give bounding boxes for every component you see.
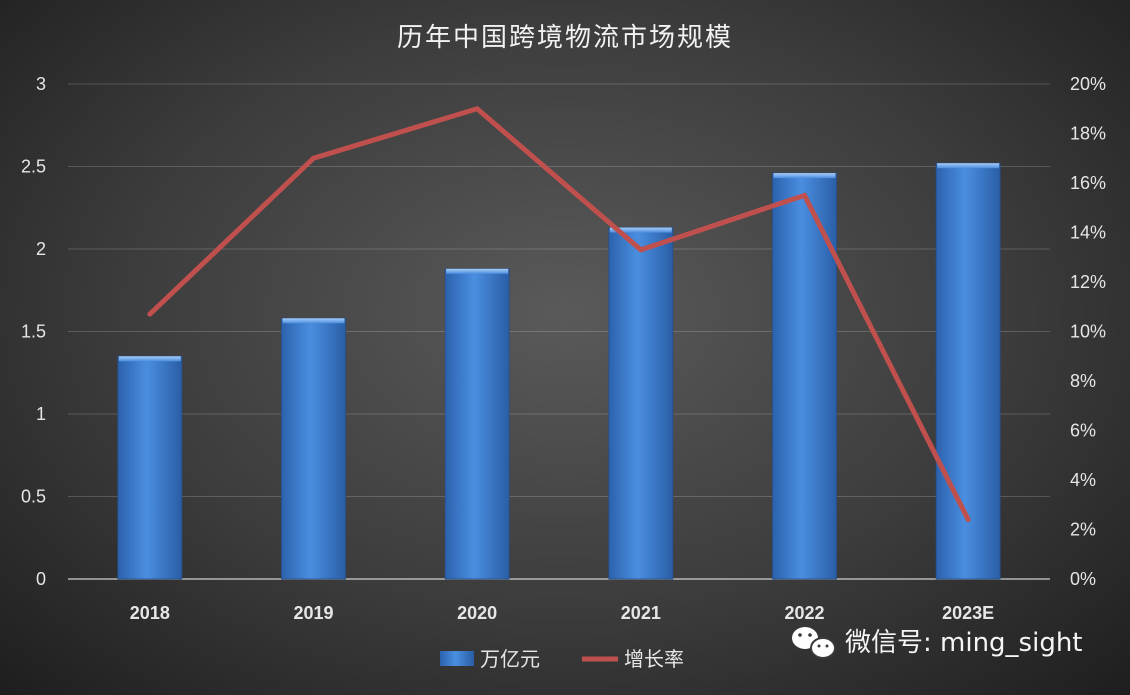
- y-tick-label: 2: [36, 239, 46, 259]
- bar: [608, 227, 674, 580]
- wechat-icon: [792, 627, 836, 659]
- grid-lines: [68, 83, 1050, 580]
- bar: [281, 317, 346, 580]
- y2-tick-label: 8%: [1070, 371, 1096, 391]
- bar-series: [117, 162, 1001, 580]
- y2-tick-label: 2%: [1070, 520, 1096, 540]
- bar-highlight: [446, 268, 509, 274]
- y-tick-label: 3: [36, 74, 46, 94]
- right-axis-ticks: 0% 2% 4% 6% 8% 10% 12% 14% 16% 18% 20%: [1070, 74, 1106, 589]
- legend-swatch-bar: [440, 651, 474, 666]
- watermark: 微信号: ming_sight: [792, 627, 1083, 659]
- legend-label-bar: 万亿元: [480, 647, 540, 671]
- bar: [117, 355, 183, 580]
- y2-tick-label: 12%: [1070, 272, 1106, 292]
- y-tick-label: 2.5: [21, 157, 46, 177]
- category-axis-ticks: 2018 2019 2020 2021 2022 2023E: [130, 603, 994, 623]
- x-tick-label: 2021: [621, 603, 661, 623]
- left-axis-ticks: 0 0.5 1 1.5 2 2.5 3: [21, 74, 46, 589]
- y2-tick-label: 6%: [1070, 421, 1096, 441]
- bar: [444, 268, 510, 580]
- legend-label-line: 增长率: [624, 647, 684, 671]
- y-tick-label: 1.5: [21, 322, 46, 342]
- y-tick-label: 1: [36, 404, 46, 424]
- y2-tick-label: 0%: [1070, 569, 1096, 589]
- watermark-text: 微信号: ming_sight: [845, 628, 1083, 658]
- x-tick-label: 2018: [130, 603, 170, 623]
- growth-series: [147, 105, 971, 523]
- y2-tick-label: 20%: [1070, 74, 1106, 94]
- y2-tick-label: 16%: [1070, 173, 1106, 193]
- x-tick-label: 2023E: [942, 603, 994, 623]
- chart-title: 历年中国跨境物流市场规模: [397, 23, 733, 53]
- y2-tick-label: 14%: [1070, 223, 1106, 243]
- growth-line: [147, 105, 971, 523]
- y2-tick-label: 4%: [1070, 470, 1096, 490]
- y2-tick-label: 10%: [1070, 322, 1106, 342]
- y2-tick-label: 18%: [1070, 124, 1106, 144]
- bar: [772, 172, 837, 580]
- bar-highlight: [609, 227, 672, 233]
- x-tick-label: 2022: [784, 603, 824, 623]
- x-tick-label: 2019: [293, 603, 333, 623]
- bar-highlight: [937, 163, 1000, 169]
- bar-highlight: [282, 318, 345, 324]
- bar-highlight: [118, 356, 181, 362]
- y-tick-label: 0.5: [21, 487, 46, 507]
- x-tick-label: 2020: [457, 603, 497, 623]
- legend: 万亿元 增长率: [440, 647, 684, 671]
- bar-highlight: [773, 173, 836, 179]
- y-tick-label: 0: [36, 569, 46, 589]
